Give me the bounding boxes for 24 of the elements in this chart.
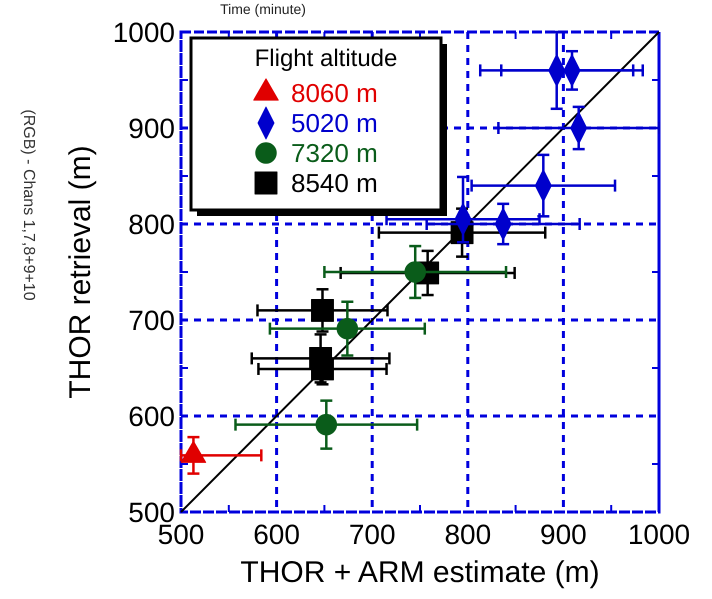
y-tick-label: 900 xyxy=(128,113,175,144)
y-tick-label: 700 xyxy=(128,305,175,336)
x-tick-label: 1000 xyxy=(628,519,690,550)
point xyxy=(336,318,358,340)
point xyxy=(404,261,426,283)
text: Time (minute) xyxy=(220,1,306,17)
legend-label: 7320 m xyxy=(291,138,378,168)
y-tick-label: 600 xyxy=(128,401,175,432)
y-axis-title: THOR retrieval (m) xyxy=(64,145,97,399)
x-tick-label: 700 xyxy=(348,519,396,550)
point xyxy=(311,358,334,380)
x-axis-title: THOR + ARM estimate (m) xyxy=(240,556,600,589)
text: (RGB) - Chans 1,7,8+9+10 xyxy=(20,109,37,301)
legend-label: 8060 m xyxy=(291,78,378,108)
legend-label: 8540 m xyxy=(291,168,378,198)
x-tick-label: 900 xyxy=(540,519,587,550)
point xyxy=(316,414,338,436)
legend-title: Flight altitude xyxy=(254,45,398,72)
legend-label: 5020 m xyxy=(291,108,378,138)
x-tick-label: 600 xyxy=(253,519,300,550)
point xyxy=(311,298,334,322)
y-tick-label: 1000 xyxy=(112,17,175,48)
y-tick-label: 800 xyxy=(128,209,175,240)
x-tick-label: 800 xyxy=(444,519,492,550)
